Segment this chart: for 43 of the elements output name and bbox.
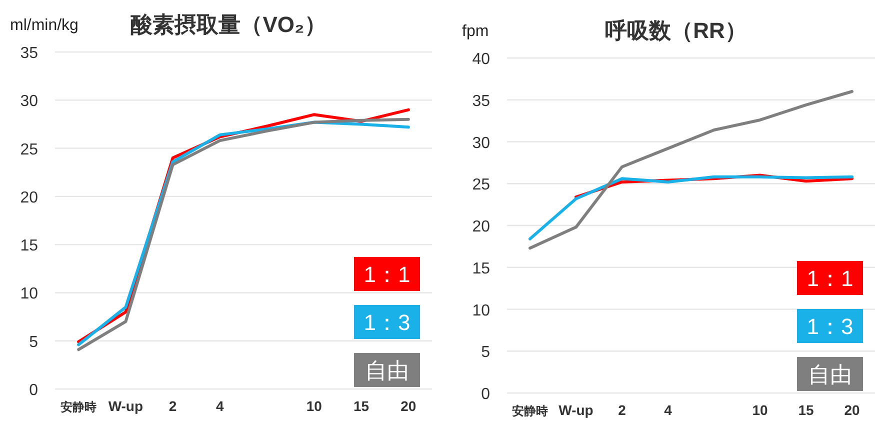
x-tick-label: 20: [400, 398, 416, 414]
y-tick-label: 35: [20, 45, 38, 62]
x-tick-label: 4: [664, 402, 672, 418]
text: 1：1: [364, 262, 410, 287]
y-tick-label: 10: [20, 286, 38, 303]
x-tick-label: 安静時: [512, 404, 548, 418]
y-tick-label: 20: [472, 218, 490, 236]
text: 自由: [808, 362, 852, 387]
y-tick-label: 10: [472, 302, 490, 320]
x-tick-label: 10: [306, 398, 322, 414]
y-axis-title: fpm: [462, 23, 489, 40]
chart-title: 酸素摂取量（VO₂）: [130, 12, 326, 37]
text: 自由: [365, 358, 409, 383]
y-tick-label: 5: [29, 334, 38, 351]
y-tick-label: 30: [472, 134, 490, 152]
y-tick-label: 5: [481, 344, 490, 362]
y-axis-title: ml/min/kg: [10, 17, 78, 34]
y-tick-label: 35: [472, 92, 490, 110]
y-tick-label: 20: [20, 189, 38, 206]
x-tick-label: W-up: [558, 402, 594, 418]
text: 1：3: [364, 310, 410, 335]
chart-title: 呼吸数（RR）: [605, 18, 747, 43]
x-tick-label: 15: [798, 402, 814, 418]
line-series: [528, 90, 854, 250]
y-tick-label: 40: [472, 51, 490, 68]
y-tick-label: 15: [20, 238, 38, 255]
y-tick-label: 15: [472, 260, 490, 278]
text: 1：3: [806, 314, 854, 339]
x-tick-label: 2: [168, 398, 177, 414]
y-tick-label: 25: [472, 176, 490, 194]
x-tick-label: 10: [752, 402, 768, 418]
x-tick-label: 安静時: [60, 400, 97, 414]
y-tick-label: 0: [29, 382, 38, 399]
x-tick-label: 2: [618, 402, 626, 418]
y-tick-label: 25: [20, 141, 38, 158]
y-tick-label: 30: [20, 93, 38, 110]
x-tick-label: 15: [354, 398, 370, 414]
x-tick-label: 20: [844, 402, 860, 418]
text: 1：1: [806, 266, 854, 291]
line-series: [528, 175, 854, 240]
y-tick-label: 0: [481, 386, 490, 403]
x-tick-label: 4: [216, 398, 224, 414]
x-tick-label: W-up: [108, 398, 144, 414]
